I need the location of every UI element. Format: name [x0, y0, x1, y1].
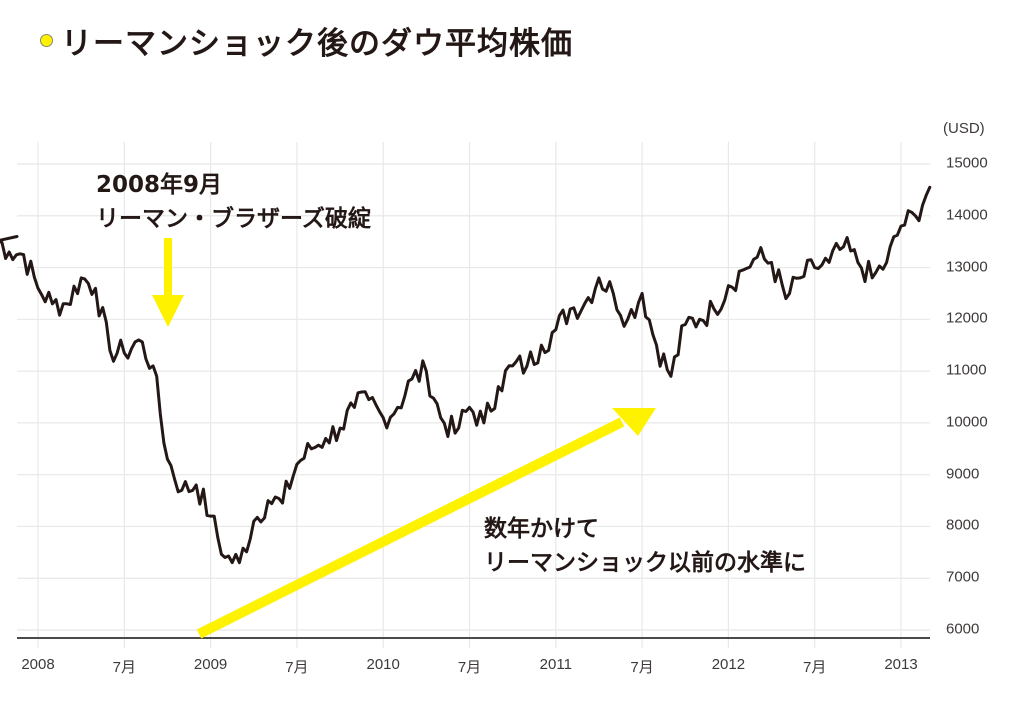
- y-tick-label: 15000: [946, 154, 988, 172]
- recovery-annotation-line1: 数年かけて: [484, 516, 599, 542]
- dow-price-line: [0, 185, 932, 565]
- y-tick-label: 13000: [946, 258, 988, 276]
- lehman-arrow-icon: [152, 238, 184, 327]
- y-tick-label: 8000: [946, 516, 980, 534]
- lehman-annotation-date: 2008年9月: [96, 172, 223, 198]
- y-tick-label: 14000: [946, 206, 988, 224]
- x-tick-label: 2011: [539, 656, 572, 673]
- x-tick-label: 7月: [630, 659, 654, 676]
- recovery-annotation-line2: リーマンショック以前の水準に: [484, 550, 806, 576]
- chart-title: リーマンショック後のダウ平均株価: [40, 18, 573, 63]
- gridlines: [17, 142, 930, 648]
- recovery-annotation: 数年かけて リーマンショック以前の水準に: [484, 512, 806, 580]
- lehman-annotation: 2008年9月 リーマン・ブラザーズ破綻: [96, 168, 371, 236]
- x-tick-label: 7月: [803, 659, 827, 676]
- lehman-annotation-event: リーマン・ブラザーズ破綻: [96, 206, 371, 232]
- y-tick-label: 7000: [946, 568, 980, 586]
- bullet-dot-icon: [40, 34, 53, 47]
- x-tick-label: 2010: [366, 656, 400, 673]
- y-tick-label: 9000: [946, 465, 980, 483]
- y-tick-label: 11000: [946, 361, 987, 379]
- x-tick-label: 2013: [884, 656, 918, 673]
- x-tick-label: 2009: [193, 656, 228, 673]
- x-tick-label: 2008: [21, 656, 55, 673]
- y-tick-label: 12000: [946, 309, 988, 327]
- recovery-arrow-icon: [196, 408, 656, 639]
- y-axis-unit: (USD): [943, 120, 985, 137]
- x-tick-label: 7月: [457, 659, 482, 676]
- x-tick-label: 2012: [711, 656, 746, 673]
- y-tick-label: 10000: [946, 413, 988, 431]
- chart-title-text: リーマンショック後のダウ平均株価: [61, 26, 573, 62]
- x-tick-label: 7月: [112, 659, 136, 676]
- x-tick-label: 7月: [285, 659, 309, 676]
- y-tick-label: 6000: [946, 620, 980, 638]
